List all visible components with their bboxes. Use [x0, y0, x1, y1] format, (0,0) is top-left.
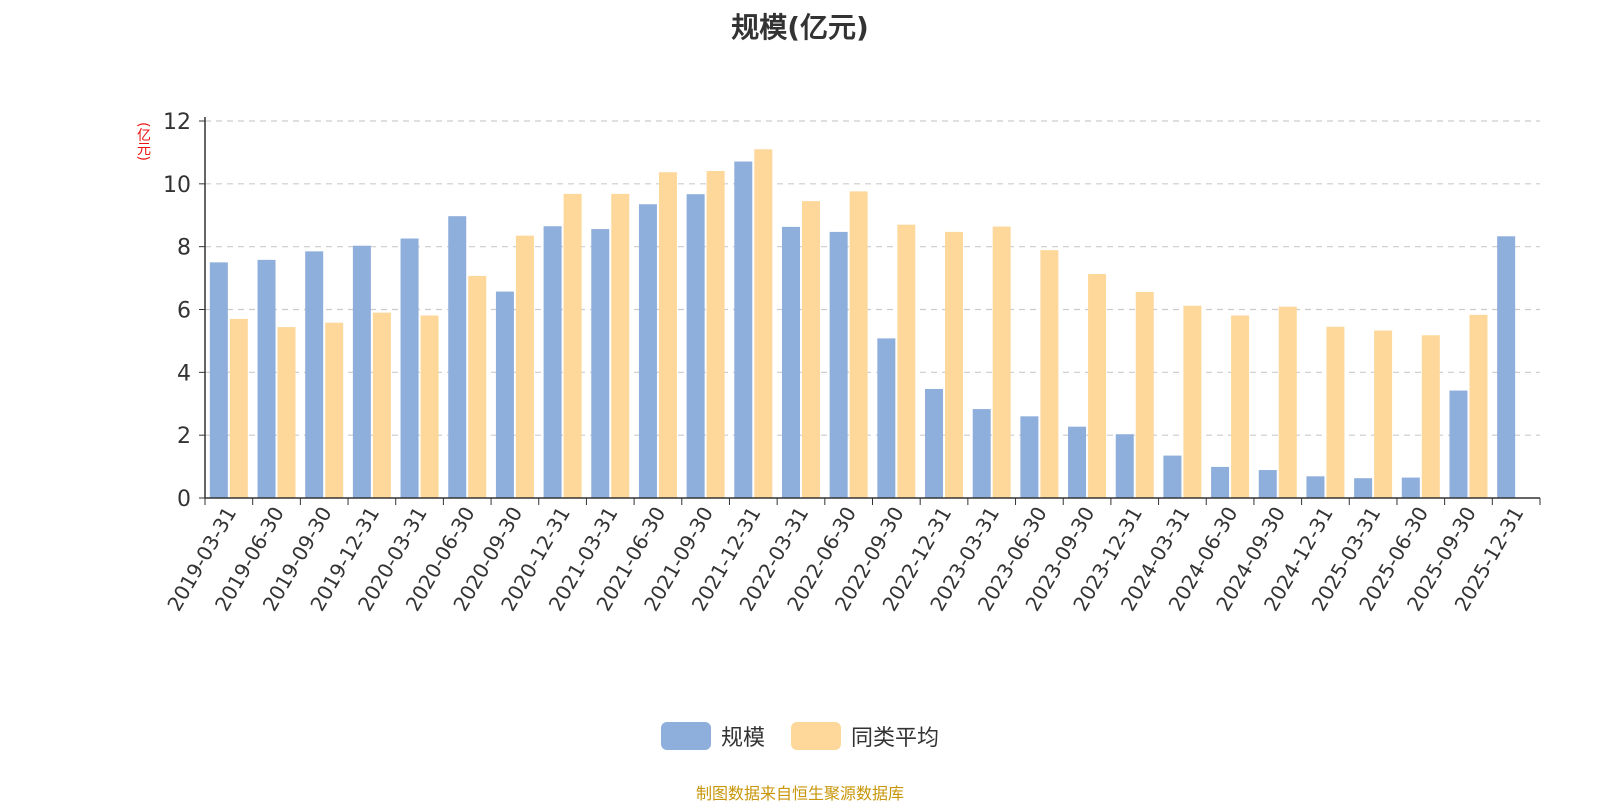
bar-scale	[591, 229, 610, 498]
legend: 规模 同类平均	[0, 720, 1600, 752]
bar-scale	[1068, 426, 1087, 498]
y-tick-label: 12	[163, 110, 191, 135]
bar-peer-average	[897, 224, 916, 499]
bar-scale	[781, 226, 800, 499]
bar-scale	[638, 204, 657, 499]
bar-scale	[1258, 470, 1277, 498]
y-tick-label: 4	[177, 361, 191, 386]
axes	[204, 117, 1541, 505]
bar-peer-average	[706, 170, 725, 498]
y-tick-labels: 0 2 4 6 8 10 12	[163, 110, 191, 512]
bar-scale	[1354, 478, 1373, 498]
bar-scale	[257, 259, 276, 498]
y-tick-label: 2	[177, 424, 191, 449]
bar-peer-average	[277, 327, 296, 498]
bar-peer-average	[372, 312, 391, 498]
bar-scale	[448, 216, 467, 498]
y-axis-unit-label: (亿元)	[135, 122, 151, 161]
bar-peer-average	[1135, 291, 1154, 498]
bar-peer-average	[945, 231, 964, 499]
bar-peer-average	[611, 193, 630, 499]
x-tick-labels: 2019-03-312019-06-302019-09-302019-12-31…	[162, 502, 1528, 615]
bar-peer-average	[992, 226, 1011, 498]
bar-peer-average	[1183, 305, 1202, 498]
bar-scale	[734, 161, 753, 498]
bar-peer-average	[1374, 330, 1393, 498]
bar-chart: 0 2 4 6 8 10 12 2019-03-312019-06-302019-09-30…	[162, 110, 1541, 615]
bar-peer-average	[1469, 314, 1488, 498]
bar-scale	[352, 245, 371, 498]
bar-scale	[1449, 390, 1468, 498]
bar-peer-average	[420, 315, 439, 498]
legend-item-peer-average[interactable]: 同类平均	[791, 720, 939, 752]
bar-peer-average	[801, 201, 820, 499]
legend-swatch-scale	[660, 722, 711, 750]
bar-peer-average	[1231, 315, 1250, 498]
bar-scale	[686, 194, 705, 498]
bar-peer-average	[849, 191, 868, 498]
legend-swatch-peer-average	[791, 722, 841, 750]
bar-peer-average	[1421, 335, 1440, 498]
legend-label-scale: 规模	[720, 726, 765, 751]
chart-title: 规模(亿元)	[731, 11, 869, 44]
bar-scale	[543, 226, 562, 498]
bar-peer-average	[468, 275, 487, 498]
bar-peer-average	[1040, 250, 1059, 498]
bar-peer-average	[325, 322, 344, 498]
legend-label-peer-average: 同类平均	[851, 726, 940, 751]
data-source-note: 制图数据来自恒生聚源数据库	[695, 784, 904, 803]
bar-scale	[305, 251, 324, 498]
legend-item-scale[interactable]: 规模	[660, 720, 765, 752]
bar-scale	[1401, 477, 1420, 498]
bar-peer-average	[754, 149, 773, 498]
bar-scale	[495, 291, 514, 498]
bar-scale	[1211, 466, 1230, 498]
bar-scale	[829, 231, 848, 499]
bar-scale	[1497, 236, 1516, 498]
y-tick-label: 0	[177, 487, 191, 512]
bar-scale	[925, 388, 944, 498]
bar-peer-average	[1278, 306, 1297, 498]
bar-peer-average	[1088, 273, 1107, 498]
bar-scale	[1115, 434, 1134, 498]
bar-scale	[972, 409, 991, 498]
bar-peer-average	[563, 193, 582, 499]
bar-peer-average	[1326, 326, 1345, 498]
bar-scale	[1020, 416, 1039, 498]
bar-peer-average	[515, 235, 534, 498]
bar-scale	[400, 238, 419, 498]
bar-scale	[1306, 476, 1325, 498]
y-tick-label: 8	[177, 236, 191, 261]
bar-peer-average	[658, 172, 677, 498]
bar-scale	[877, 338, 896, 498]
y-tick-label: 6	[177, 299, 191, 324]
bar-scale	[1163, 455, 1182, 498]
y-tick-label: 10	[163, 173, 191, 198]
bar-peer-average	[229, 318, 248, 498]
bars	[209, 149, 1516, 499]
bar-scale	[209, 262, 228, 498]
